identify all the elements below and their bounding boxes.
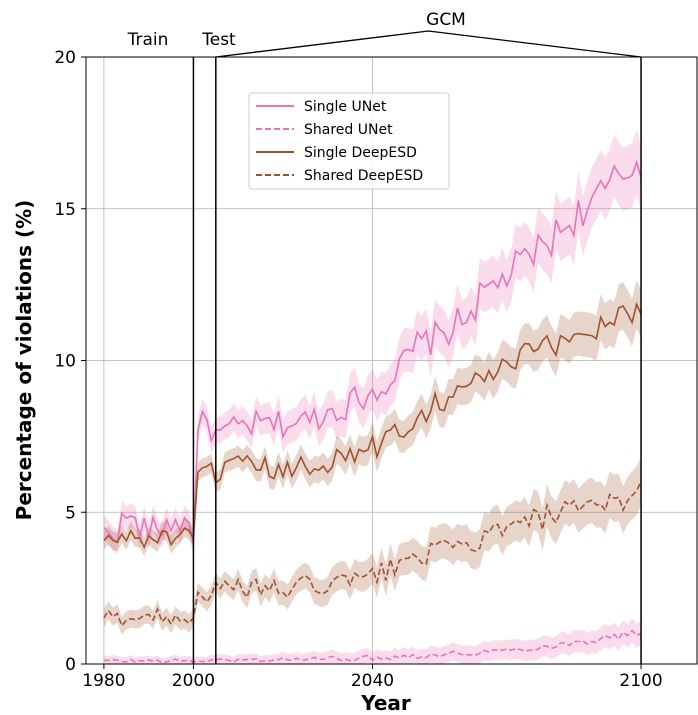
test-label: Test xyxy=(201,30,236,50)
x-tick-label: 2040 xyxy=(351,671,394,691)
series-band-shared-unet xyxy=(103,618,641,664)
legend-label-shared-unet: Shared UNet xyxy=(304,122,393,138)
x-axis-title: Year xyxy=(360,691,411,715)
legend: Single UNet Shared UNet Single DeepESD S… xyxy=(248,92,450,190)
series-band-single-deepesd xyxy=(103,280,641,557)
x-tick-label: 2000 xyxy=(172,671,215,691)
x-tick-label: 1980 xyxy=(82,671,125,691)
gcm-label: GCM xyxy=(426,10,466,30)
y-tick-label: 15 xyxy=(54,200,76,220)
x-tick-label: 2100 xyxy=(619,671,662,691)
y-tick-label: 0 xyxy=(65,655,76,675)
legend-box xyxy=(248,92,450,190)
series-bands xyxy=(103,130,641,664)
legend-label-shared-deepesd: Shared DeepESD xyxy=(304,168,423,184)
legend-label-single-deepesd: Single DeepESD xyxy=(304,145,417,161)
series-band-shared-deepesd xyxy=(103,457,641,635)
axis-ticks: 1980 2000 2040 2100 0 5 10 15 20 xyxy=(54,48,662,691)
y-tick-label: 10 xyxy=(54,352,76,372)
legend-label-single-unet: Single UNet xyxy=(304,99,387,115)
train-label: Train xyxy=(127,30,169,50)
y-tick-label: 5 xyxy=(65,503,76,523)
period-markers xyxy=(192,30,642,664)
gcm-bracket xyxy=(215,30,642,58)
y-axis-title: Percentage of violations (%) xyxy=(12,200,36,521)
y-tick-label: 20 xyxy=(54,48,76,68)
